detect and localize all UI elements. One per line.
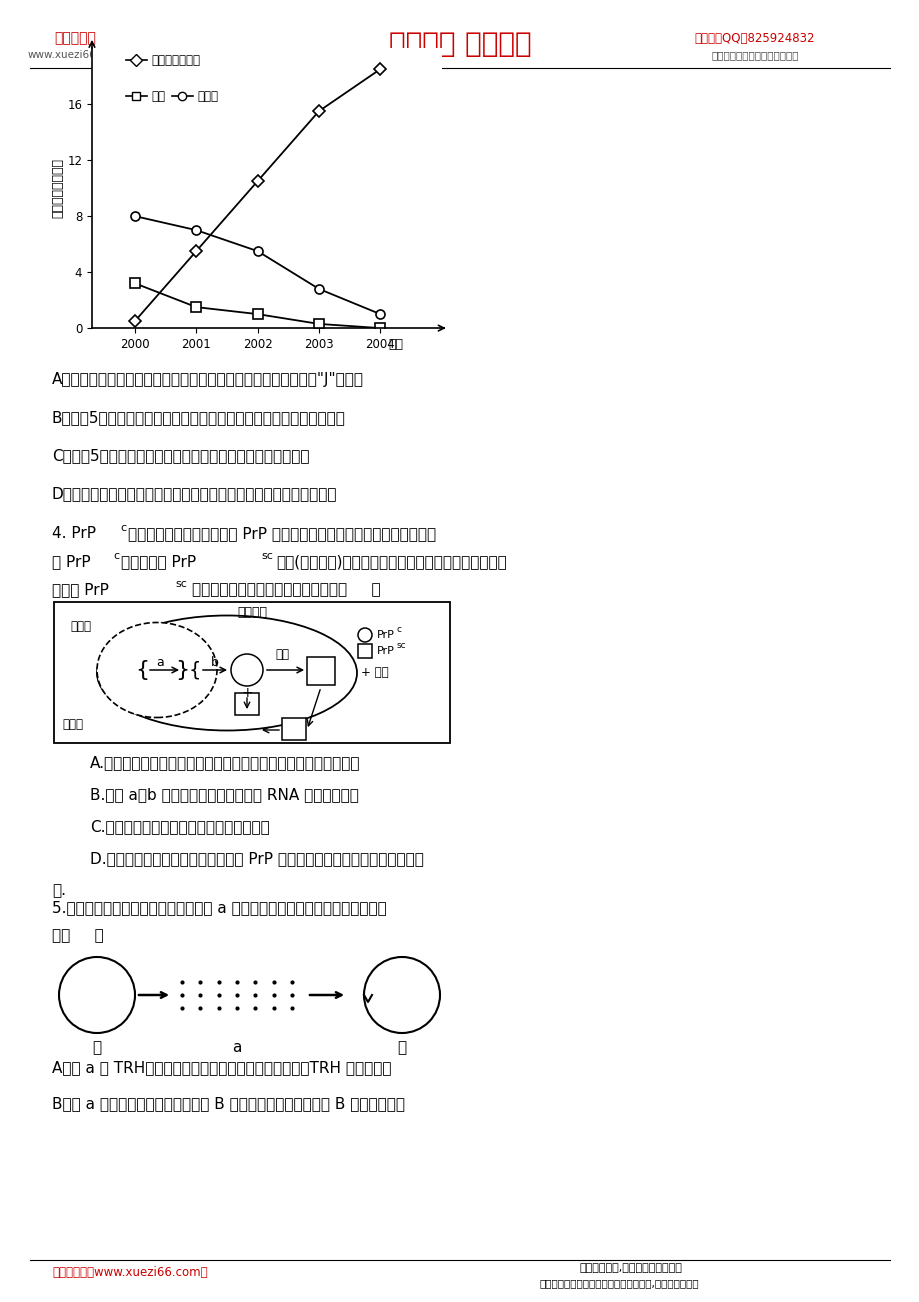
Text: A.朊病毒和噬菌体都是在各自的宿主细胞内以装配方式进行增殖的: A.朊病毒和噬菌体都是在各自的宿主细胞内以装配方式进行增殖的 bbox=[90, 755, 360, 769]
Circle shape bbox=[364, 957, 439, 1032]
Text: 蛋白是人或动物染色体上的 PrP 基因编码的一种蛋白，该蛋白无致病性，: 蛋白是人或动物染色体上的 PrP 基因编码的一种蛋白，该蛋白无致病性， bbox=[128, 526, 436, 542]
Text: 甲: 甲 bbox=[92, 1040, 101, 1056]
Text: 每天更新各省市模拟试题、课件和教案等,欢迎注册下载！: 每天更新各省市模拟试题、课件和教案等,欢迎注册下载！ bbox=[539, 1279, 698, 1288]
Text: D.如果应用基因操作方法去除动物的 PrP 基因，即使导入朊病毒该动物也会患: D.如果应用基因操作方法去除动物的 PrP 基因，即使导入朊病毒该动物也会患 bbox=[90, 852, 424, 866]
Ellipse shape bbox=[96, 622, 217, 717]
Text: a: a bbox=[233, 1040, 242, 1056]
Circle shape bbox=[231, 654, 263, 686]
Text: B．若 a 为淋巴因子，则乙可以代表 B 细胞，且淋巴因子可促进 B 细胞的增殖分: B．若 a 为淋巴因子，则乙可以代表 B 细胞，且淋巴因子可促进 B 细胞的增殖… bbox=[52, 1096, 404, 1111]
Text: {: { bbox=[188, 660, 201, 680]
Text: C．此地5年内群落进行次生演替且植物丰富度呈不断增大趋势: C．此地5年内群落进行次生演替且植物丰富度呈不断增大趋势 bbox=[52, 448, 309, 464]
Text: A．因加拿大一枝黄花具有超强的繁殖能力，故其在此地将持续呈"J"型增长: A．因加拿大一枝黄花具有超强的繁殖能力，故其在此地将持续呈"J"型增长 bbox=[52, 372, 364, 387]
Text: 蛋白转变成 PrP: 蛋白转变成 PrP bbox=[121, 553, 196, 569]
Text: 年份: 年份 bbox=[388, 339, 403, 352]
Text: 学子资源网（www.xuezi66.com）: 学子资源网（www.xuezi66.com） bbox=[52, 1266, 208, 1279]
Text: 乙: 乙 bbox=[397, 1040, 406, 1056]
Text: B．此地5年内狗牙根的数量不断减少与其和加拿大一只黄花的竞争有关: B．此地5年内狗牙根的数量不断减少与其和加拿大一只黄花的竞争有关 bbox=[52, 410, 346, 424]
Circle shape bbox=[59, 957, 135, 1032]
Text: }: } bbox=[175, 660, 189, 680]
Text: 5.如图表示人体中细胞甲分泌化学物质 a 与细胞乙结合的过程，下列说法错误的: 5.如图表示人体中细胞甲分泌化学物质 a 与细胞乙结合的过程，下列说法错误的 bbox=[52, 900, 386, 915]
Text: 学子资源网: 学子资源网 bbox=[54, 31, 96, 46]
Text: 售后客服QQ：825924832: 售后客服QQ：825924832 bbox=[694, 31, 814, 44]
Text: c: c bbox=[397, 625, 402, 634]
Text: A．若 a 为 TRH，则乙代表垂体，当碘元素摄入不足时，TRH 的含量较高: A．若 a 为 TRH，则乙代表垂体，当碘元素摄入不足时，TRH 的含量较高 bbox=[52, 1060, 391, 1075]
Text: sc: sc bbox=[175, 579, 187, 589]
Y-axis label: 各植物数量相对值: 各植物数量相对值 bbox=[51, 158, 64, 219]
Text: sc: sc bbox=[397, 642, 406, 651]
Bar bbox=[357, 644, 371, 658]
Text: c: c bbox=[119, 523, 126, 533]
Text: {: { bbox=[135, 660, 149, 680]
Text: 好评赠送二轮资料或资源站点数: 好评赠送二轮资料或资源站点数 bbox=[710, 49, 798, 60]
Text: 当 PrP: 当 PrP bbox=[52, 553, 91, 569]
Text: 如图是 PrP: 如图是 PrP bbox=[52, 582, 108, 598]
Text: c: c bbox=[113, 551, 119, 561]
Bar bbox=[234, 693, 259, 715]
Text: PrP: PrP bbox=[377, 646, 394, 656]
Text: www.xuezi66.com: www.xuezi66.com bbox=[28, 49, 122, 60]
Text: sc: sc bbox=[261, 551, 273, 561]
Text: B.图中 a、b 过程分别需要逆转录酶和 RNA 聚合酶的参与: B.图中 a、b 过程分别需要逆转录酶和 RNA 聚合酶的参与 bbox=[90, 786, 358, 802]
Text: D．因巢菜数量不断减少，调查其种群密度时应在植株密集处多取样方: D．因巢菜数量不断减少，调查其种群密度时应在植株密集处多取样方 bbox=[52, 486, 337, 501]
Text: 蛋白(即朊病毒)并在神经细胞内积累时，能导致疯牛病。: 蛋白(即朊病毒)并在神经细胞内积累时，能导致疯牛病。 bbox=[276, 553, 506, 569]
Text: + 促进: + 促进 bbox=[360, 667, 388, 680]
Text: a: a bbox=[156, 655, 164, 668]
Text: 细胞核: 细胞核 bbox=[70, 621, 91, 634]
Bar bbox=[282, 717, 306, 740]
Text: 蛋白的形成过程。下列分析正确的是（     ）: 蛋白的形成过程。下列分析正确的是（ ） bbox=[192, 582, 380, 598]
Text: C.朊病毒的遗传信息来源于它的宿主细胞。: C.朊病毒的遗传信息来源于它的宿主细胞。 bbox=[90, 819, 269, 835]
Text: 海量教学资源,中高考备考精品资料: 海量教学资源,中高考备考精品资料 bbox=[579, 1263, 682, 1273]
Text: b: b bbox=[210, 655, 219, 668]
Text: PrP: PrP bbox=[377, 630, 394, 641]
Legend: 巢菜, 狗牙根: 巢菜, 狗牙根 bbox=[126, 90, 219, 103]
Text: 是（     ）: 是（ ） bbox=[52, 928, 104, 943]
Bar bbox=[307, 658, 335, 685]
Ellipse shape bbox=[96, 616, 357, 730]
Text: +: + bbox=[241, 686, 253, 700]
Text: 4. PrP: 4. PrP bbox=[52, 526, 96, 542]
Circle shape bbox=[357, 628, 371, 642]
Text: 病.: 病. bbox=[52, 883, 66, 898]
Text: 转变: 转变 bbox=[275, 648, 289, 661]
Text: 细胞膜: 细胞膜 bbox=[62, 719, 83, 732]
Text: 神经细胞: 神经细胞 bbox=[237, 605, 267, 618]
Text: 学子之家 圆梦高考: 学子之家 圆梦高考 bbox=[388, 30, 531, 59]
